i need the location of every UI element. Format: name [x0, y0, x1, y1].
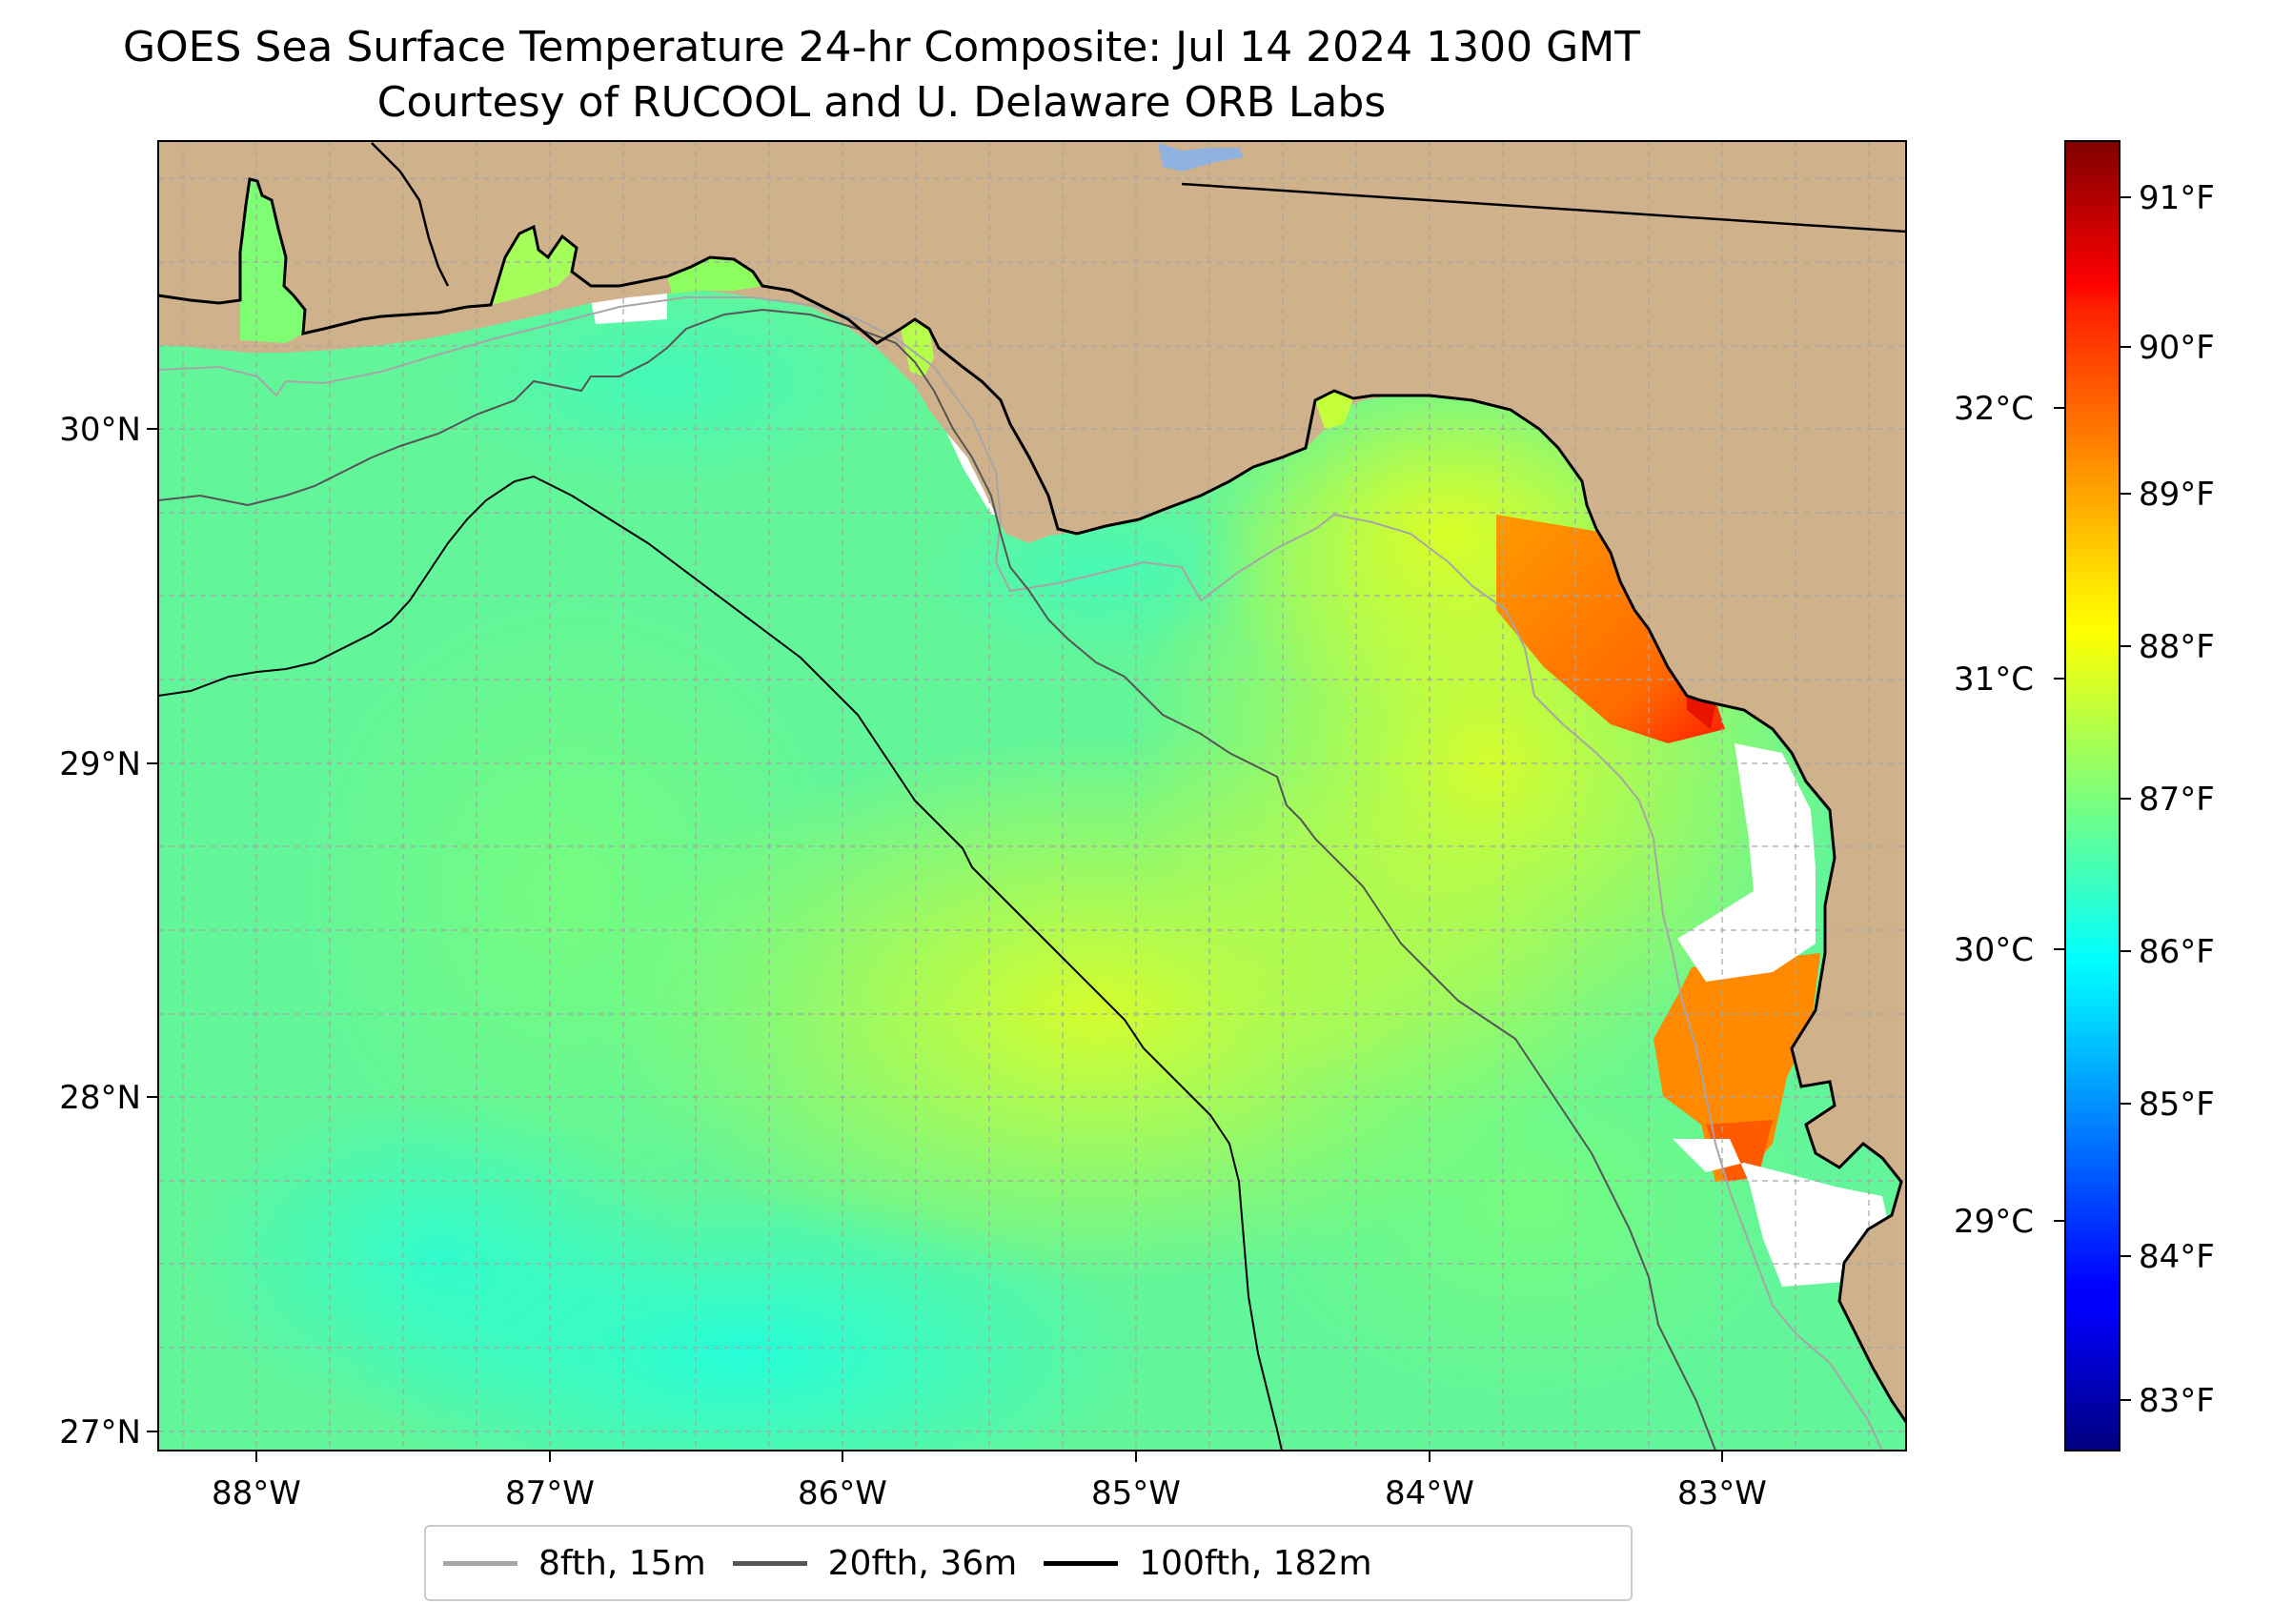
isobath-182m	[158, 475, 1283, 1451]
lon-axis: 88°W 87°W 86°W 85°W 84°W 83°W	[212, 1451, 1767, 1512]
coastline	[158, 142, 1906, 1423]
isobath-36m	[158, 308, 1716, 1451]
colorbar-f-label: 88°F	[2139, 628, 2215, 666]
colorbar-f-label: 89°F	[2139, 476, 2215, 514]
map-title: GOES Sea Surface Temperature 24-hr Compo…	[122, 23, 1641, 71]
lat-tick-label: 30°N	[59, 411, 141, 449]
colorbar-c-label: 29°C	[1954, 1203, 2034, 1241]
colorbar-gradient	[2064, 140, 2121, 1451]
colorbar-f-label: 87°F	[2139, 781, 2215, 819]
lon-tick-label: 83°W	[1677, 1474, 1767, 1512]
legend-label: 100fth, 182m	[1139, 1543, 1372, 1583]
colorbar-f-label: 86°F	[2139, 933, 2215, 971]
lat-axis: 27°N 28°N 29°N 30°N	[59, 411, 158, 1451]
colorbar-f-label: 91°F	[2139, 179, 2215, 217]
colorbar-f-label: 84°F	[2139, 1238, 2215, 1276]
map-frame	[157, 140, 1907, 1451]
legend-line-swatch	[443, 1560, 517, 1566]
isobaths	[158, 296, 1883, 1451]
colorbar-c-label: 31°C	[1954, 660, 2034, 699]
colorbar-celsius-ticks: 29°C 30°C 31°C 32°C	[1954, 390, 2065, 1241]
legend-item-36m: 20fth, 36m	[732, 1543, 1018, 1583]
lon-tick-label: 85°W	[1091, 1474, 1181, 1512]
colorbar-fahrenheit-ticks: 83°F 84°F 85°F 86°F 87°F 88°F 89°F 90°F …	[2120, 179, 2215, 1420]
colorbar-f-label: 85°F	[2139, 1086, 2215, 1124]
legend-label: 8fth, 15m	[538, 1543, 706, 1583]
legend-item-182m: 100fth, 182m	[1044, 1543, 1372, 1583]
lon-tick-label: 87°W	[505, 1474, 595, 1512]
legend-item-15m: 8fth, 15m	[443, 1544, 706, 1583]
isobath-15m	[158, 296, 1883, 1451]
lat-tick-label: 27°N	[59, 1413, 141, 1451]
isobath-legend: 8fth, 15m 20fth, 36m 100fth, 182m	[424, 1525, 1633, 1601]
lat-tick-label: 28°N	[59, 1079, 141, 1117]
lon-tick-label: 88°W	[212, 1474, 301, 1512]
colorbar-c-label: 32°C	[1954, 390, 2034, 428]
legend-line-swatch	[1044, 1560, 1119, 1566]
legend-label: 20fth, 36m	[827, 1543, 1018, 1583]
legend-line-swatch	[732, 1560, 807, 1566]
colorbar-f-label: 83°F	[2139, 1382, 2215, 1420]
colorbar-f-label: 90°F	[2139, 329, 2215, 367]
lon-tick-label: 86°W	[798, 1474, 887, 1512]
colorbar: 83°F 84°F 85°F 86°F 87°F 88°F 89°F 90°F …	[1954, 140, 2215, 1451]
lon-tick-label: 84°W	[1385, 1474, 1474, 1512]
lat-tick-label: 29°N	[59, 745, 141, 783]
map-subtitle: Courtesy of RUCOOL and U. Delaware ORB L…	[376, 78, 1387, 127]
colorbar-c-label: 30°C	[1954, 931, 2034, 969]
